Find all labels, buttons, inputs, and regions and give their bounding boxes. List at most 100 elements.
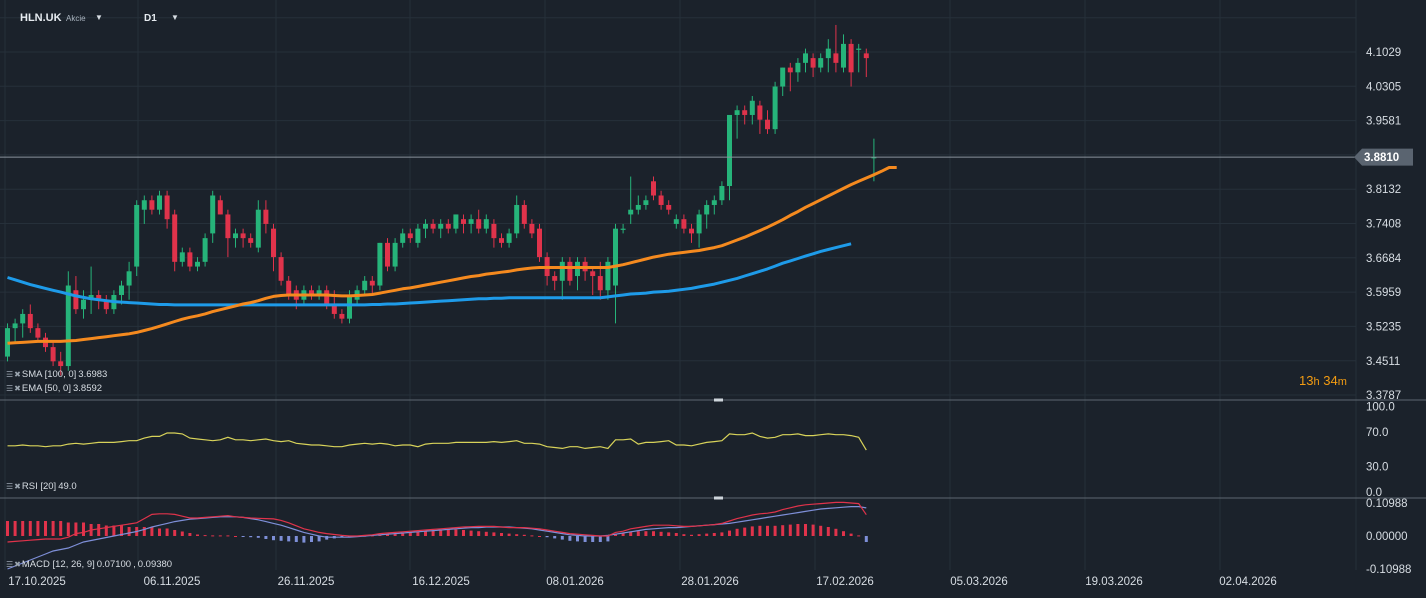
macd-histogram-bar — [317, 536, 321, 542]
candle-body — [810, 58, 816, 68]
candle-body — [339, 313, 345, 319]
candlestick-series — [5, 24, 877, 376]
macd-histogram-bar — [287, 536, 291, 542]
candle-body — [445, 223, 451, 229]
macd-histogram-bar — [614, 534, 617, 536]
macd-signal-line — [7, 506, 867, 570]
macd-histogram-bar — [173, 530, 177, 536]
date-tick-label: 16.12.2025 — [412, 576, 470, 588]
candle-body — [552, 276, 558, 281]
macd-legend[interactable]: ☰ ✖ MACD [12, 26, 9] 0.07100, 0.09380 — [6, 559, 172, 570]
price-tick-label: 3.6684 — [1366, 253, 1402, 265]
symbol-dropdown-icon[interactable]: ▼ — [95, 13, 103, 22]
ema-legend[interactable]: ☰ ✖ EMA [50, 0] 3.8592 — [6, 383, 102, 394]
date-tick-label: 06.11.2025 — [144, 576, 201, 588]
date-tick-label: 05.03.2026 — [950, 576, 1008, 588]
macd-histogram-bar — [188, 533, 192, 536]
macd-histogram-bar — [720, 532, 724, 536]
candle-body — [141, 200, 147, 210]
symbol-selector[interactable]: HLN.UK — [20, 12, 62, 24]
countdown-minutes-unit: m — [1337, 376, 1347, 388]
candle-body — [825, 48, 831, 59]
settings-icon[interactable]: ☰ — [6, 560, 13, 569]
macd-tick-label: 0.00000 — [1366, 531, 1408, 543]
macd-histogram-bar — [758, 525, 762, 536]
candle-body — [172, 214, 178, 262]
rsi-panel-resize-handle[interactable] — [714, 496, 723, 500]
price-tick-label: 3.3787 — [1366, 390, 1401, 402]
rsi-legend-label: RSI [20] — [21, 481, 57, 492]
macd-histogram-bar — [834, 528, 838, 536]
rsi-tick-label: 0.0 — [1366, 487, 1382, 499]
macd-histogram-bar — [644, 531, 648, 536]
macd-histogram-bar — [74, 522, 78, 536]
candle-body — [248, 238, 254, 243]
date-tick-label: 02.04.2026 — [1219, 576, 1277, 588]
candle-body — [369, 280, 375, 286]
candle-body — [833, 53, 839, 63]
macd-histogram-bar — [629, 531, 633, 536]
candle-body — [179, 252, 185, 262]
candle-body — [423, 223, 428, 229]
candle-body — [316, 290, 322, 295]
candle-body — [233, 233, 238, 239]
macd-histogram-bar — [804, 524, 807, 536]
macd-histogram-bar — [279, 536, 283, 541]
settings-icon[interactable]: ☰ — [6, 482, 13, 491]
candle-body — [476, 219, 482, 229]
candle-body — [620, 228, 626, 230]
sma-legend-value: 3.6983 — [78, 369, 108, 380]
candle-body — [841, 43, 846, 68]
date-axis-labels: 17.10.2025 06.11.2025 26.11.2025 16.12.2025… — [8, 576, 1277, 588]
close-icon[interactable]: ✖ — [14, 482, 21, 491]
macd-histogram-bar — [127, 527, 131, 536]
date-tick-label: 17.02.2026 — [816, 576, 874, 588]
macd-histogram-bar — [583, 536, 587, 542]
candle-body — [673, 219, 679, 224]
macd-histogram-bar — [66, 522, 70, 536]
candle-body — [157, 195, 162, 210]
timeframe-dropdown-icon[interactable]: ▼ — [171, 13, 179, 22]
macd-histogram-bar — [735, 528, 739, 536]
timeframe-selector[interactable]: D1 — [144, 13, 157, 24]
candle-body — [848, 43, 854, 73]
close-icon[interactable]: ✖ — [14, 560, 21, 569]
macd-histogram-bar — [469, 530, 473, 536]
macd-histogram-bar — [690, 534, 693, 536]
candle-body — [643, 200, 649, 205]
macd-histogram-bar — [849, 533, 853, 536]
candle-body — [803, 53, 808, 63]
current-price-tag: 3.8810 — [1354, 148, 1413, 166]
macd-histogram-bar — [857, 535, 861, 537]
candle-body — [719, 186, 725, 201]
macd-histogram-bar — [621, 533, 625, 536]
price-panel-resize-handle[interactable] — [714, 398, 723, 402]
candle-body — [65, 285, 71, 367]
candle-body — [727, 114, 732, 187]
candle-body — [780, 67, 786, 87]
candle-body — [605, 261, 611, 291]
candle-body — [255, 209, 261, 248]
macd-histogram-bar — [781, 525, 785, 536]
price-tick-label: 3.4511 — [1366, 356, 1400, 368]
macd-histogram-bar — [522, 534, 526, 536]
settings-icon[interactable]: ☰ — [6, 384, 13, 393]
settings-icon[interactable]: ☰ — [6, 370, 13, 379]
macd-histogram-bar — [21, 521, 25, 536]
price-tick-label: 3.5959 — [1366, 287, 1401, 299]
sma-legend[interactable]: ☰ ✖ SMA [100, 0] 3.6983 — [6, 369, 107, 380]
candle-body — [126, 271, 132, 286]
rsi-legend[interactable]: ☰ ✖ RSI [20] 49.0 — [6, 481, 77, 492]
ema-legend-value: 3.8592 — [73, 383, 103, 394]
macd-histogram-bar — [591, 536, 595, 542]
close-icon[interactable]: ✖ — [14, 370, 21, 379]
candle-body — [818, 58, 824, 68]
candle-body — [628, 209, 634, 215]
macd-histogram-bar — [766, 525, 769, 536]
macd-histogram-bar — [36, 521, 40, 536]
macd-histogram-bar — [515, 534, 519, 536]
macd-histogram-bar — [728, 530, 731, 536]
macd-histogram-bar — [294, 536, 298, 542]
close-icon[interactable]: ✖ — [14, 384, 21, 393]
